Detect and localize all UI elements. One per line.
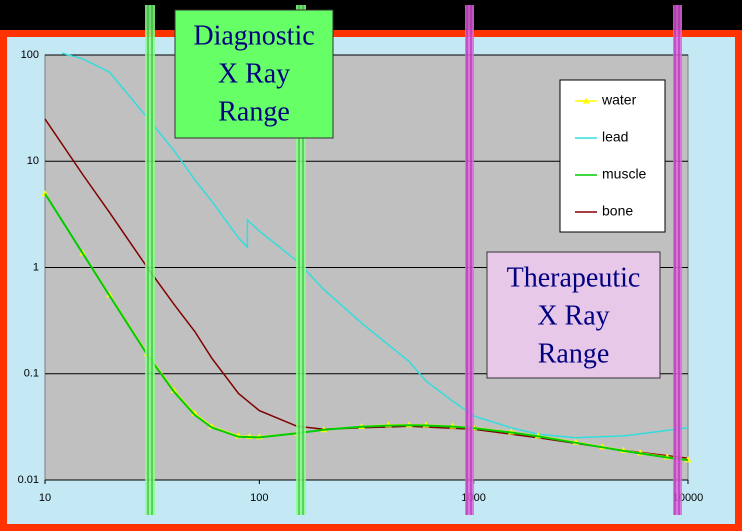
range-markers [145, 5, 682, 515]
range-band [145, 5, 155, 515]
legend-marker [582, 97, 590, 104]
annotation-text: Therapeutic [507, 262, 641, 293]
x-tick-label: 10 [39, 492, 51, 504]
data-point [170, 387, 178, 394]
annotation-box [486, 251, 661, 379]
legend: water lead muscle bone [559, 79, 666, 233]
legend-label: lead [602, 129, 628, 145]
annotation-box [174, 9, 334, 139]
annotation-text: X Ray [218, 58, 290, 89]
annotation-text: Diagnostic [193, 20, 314, 51]
range-band [296, 5, 306, 515]
annotations: Diagnostic X Ray Range Therapeutic X Ray Rang… [174, 9, 661, 379]
range-band [465, 5, 474, 515]
legend-box [559, 79, 666, 233]
data-point [191, 410, 199, 417]
legend-label: bone [602, 203, 633, 219]
y-tick-label: 100 [21, 49, 39, 61]
y-tick-label: 0.01 [18, 474, 39, 486]
legend-label: muscle [602, 166, 647, 182]
y-tick-label: 0.1 [24, 368, 39, 380]
y-tick-label: 1 [33, 261, 39, 273]
x-tick-label: 100 [250, 492, 268, 504]
y-tick-label: 10 [27, 155, 39, 167]
range-band [673, 5, 682, 515]
legend-label: water [601, 92, 637, 108]
series-line [44, 118, 689, 460]
series-line [44, 193, 689, 462]
annotation-text: X Ray [537, 300, 609, 331]
annotation-text: Range [538, 338, 610, 369]
annotation-text: Range [218, 96, 290, 127]
